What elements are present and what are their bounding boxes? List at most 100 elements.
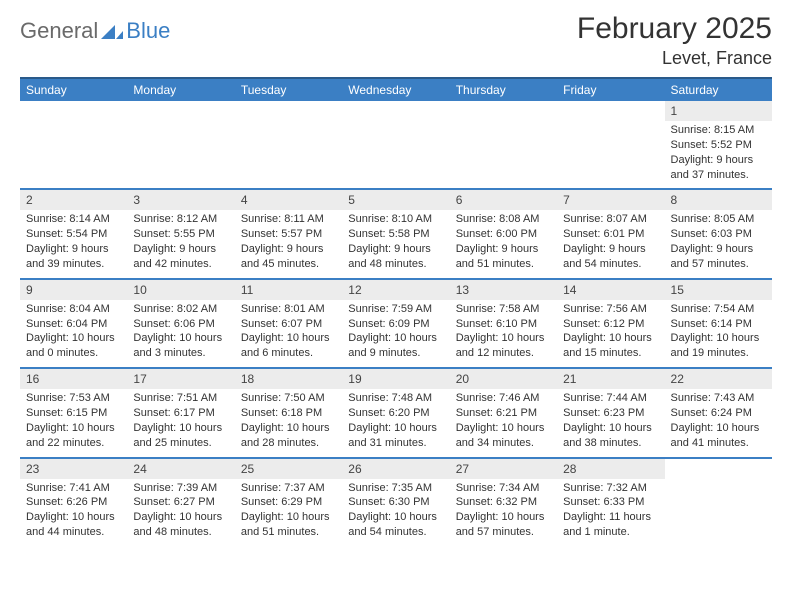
daylight-line1: Daylight: 10 hours <box>348 331 443 346</box>
day-content-cell: Sunrise: 7:51 AMSunset: 6:17 PMDaylight:… <box>127 389 234 457</box>
day-content-row: Sunrise: 7:41 AMSunset: 6:26 PM Daylight:… <box>20 479 772 546</box>
day-content-cell <box>235 121 342 189</box>
daylight-line2: and 44 minutes. <box>26 525 121 540</box>
sunrise-text: Sunrise: 8:11 AM <box>241 212 336 227</box>
day-content-cell: Sunrise: 8:14 AMSunset: 5:54 PMDaylight:… <box>20 210 127 278</box>
sunset-text: Sunset: 6:09 PM <box>348 317 443 332</box>
day-number-row: 232425262728 <box>20 459 772 479</box>
daylight-line1: Daylight: 9 hours <box>26 242 121 257</box>
day-number-cell: 1 <box>665 101 772 121</box>
daylight-line2: and 42 minutes. <box>133 257 228 272</box>
day-number-cell: 5 <box>342 190 449 210</box>
day-content-cell: Sunrise: 7:46 AMSunset: 6:21 PMDaylight:… <box>450 389 557 457</box>
daylight-line1: Daylight: 11 hours <box>563 510 658 525</box>
day-content-cell: Sunrise: 8:04 AMSunset: 6:04 PMDaylight:… <box>20 300 127 368</box>
sunset-text: Sunset: 6:14 PM <box>671 317 766 332</box>
sunset-text: Sunset: 6:33 PM <box>563 495 658 510</box>
title-block: February 2025 Levet, France <box>577 12 772 69</box>
daylight-line2: and 51 minutes. <box>241 525 336 540</box>
sunset-text: Sunset: 6:26 PM <box>26 495 121 510</box>
daylight-line2: and 41 minutes. <box>671 436 766 451</box>
daylight-line1: Daylight: 9 hours <box>241 242 336 257</box>
day-number-cell: 23 <box>20 459 127 479</box>
daylight-line1: Daylight: 10 hours <box>671 421 766 436</box>
day-content-cell <box>20 121 127 189</box>
daylight-line1: Daylight: 10 hours <box>133 510 228 525</box>
day-number-cell: 27 <box>450 459 557 479</box>
day-content-cell: Sunrise: 8:08 AMSunset: 6:00 PMDaylight:… <box>450 210 557 278</box>
day-content-row: Sunrise: 8:04 AMSunset: 6:04 PM Daylight:… <box>20 300 772 368</box>
day-number-cell: 17 <box>127 369 234 389</box>
daylight-line2: and 37 minutes. <box>671 168 766 183</box>
sunset-text: Sunset: 6:12 PM <box>563 317 658 332</box>
day-number-cell: 10 <box>127 280 234 300</box>
sunset-text: Sunset: 5:57 PM <box>241 227 336 242</box>
sunrise-text: Sunrise: 7:59 AM <box>348 302 443 317</box>
sunrise-text: Sunrise: 8:02 AM <box>133 302 228 317</box>
sunset-text: Sunset: 6:18 PM <box>241 406 336 421</box>
sunrise-text: Sunrise: 7:51 AM <box>133 391 228 406</box>
day-number-cell: 2 <box>20 190 127 210</box>
daylight-line1: Daylight: 10 hours <box>563 331 658 346</box>
daylight-line1: Daylight: 10 hours <box>241 421 336 436</box>
day-number-cell: 18 <box>235 369 342 389</box>
daylight-line1: Daylight: 10 hours <box>456 510 551 525</box>
sunrise-text: Sunrise: 7:43 AM <box>671 391 766 406</box>
day-content-row: Sunrise: 8:15 AMSunset: 5:52 PMDaylight:… <box>20 121 772 189</box>
day-content-cell: Sunrise: 7:44 AMSunset: 6:23 PMDaylight:… <box>557 389 664 457</box>
sunrise-text: Sunrise: 8:07 AM <box>563 212 658 227</box>
daylight-line2: and 57 minutes. <box>456 525 551 540</box>
day-content-row: Sunrise: 8:14 AMSunset: 5:54 PMDaylight:… <box>20 210 772 278</box>
header: General Blue February 2025 Levet, France <box>20 12 772 69</box>
day-number-row: 16171819202122 <box>20 369 772 389</box>
day-content-cell: Sunrise: 8:05 AMSunset: 6:03 PMDaylight:… <box>665 210 772 278</box>
day-number-cell <box>557 101 664 121</box>
sunrise-text: Sunrise: 8:12 AM <box>133 212 228 227</box>
daylight-line2: and 15 minutes. <box>563 346 658 361</box>
daylight-line2: and 48 minutes. <box>348 257 443 272</box>
sunrise-text: Sunrise: 8:04 AM <box>26 302 121 317</box>
day-content-cell: Sunrise: 8:11 AMSunset: 5:57 PMDaylight:… <box>235 210 342 278</box>
sunset-text: Sunset: 6:06 PM <box>133 317 228 332</box>
sunrise-text: Sunrise: 7:53 AM <box>26 391 121 406</box>
daylight-line2: and 22 minutes. <box>26 436 121 451</box>
sunset-text: Sunset: 6:10 PM <box>456 317 551 332</box>
daylight-line1: Daylight: 9 hours <box>671 242 766 257</box>
sunrise-text: Sunrise: 8:15 AM <box>671 123 766 138</box>
logo-text-general: General <box>20 18 98 44</box>
day-content-cell: Sunrise: 8:15 AMSunset: 5:52 PMDaylight:… <box>665 121 772 189</box>
day-content-cell: Sunrise: 7:35 AMSunset: 6:30 PMDaylight:… <box>342 479 449 546</box>
day-content-cell: Sunrise: 7:48 AMSunset: 6:20 PMDaylight:… <box>342 389 449 457</box>
daylight-line1: Daylight: 10 hours <box>133 421 228 436</box>
sunset-text: Sunset: 5:54 PM <box>26 227 121 242</box>
daylight-line2: and 0 minutes. <box>26 346 121 361</box>
day-number-cell: 4 <box>235 190 342 210</box>
sunset-text: Sunset: 6:29 PM <box>241 495 336 510</box>
month-title: February 2025 <box>577 12 772 46</box>
sunset-text: Sunset: 6:04 PM <box>26 317 121 332</box>
day-number-row: 1 <box>20 101 772 121</box>
sunset-text: Sunset: 6:23 PM <box>563 406 658 421</box>
sunset-text: Sunset: 6:17 PM <box>133 406 228 421</box>
day-content-cell: Sunrise: 7:43 AMSunset: 6:24 PMDaylight:… <box>665 389 772 457</box>
sunset-text: Sunset: 6:01 PM <box>563 227 658 242</box>
daylight-line1: Daylight: 10 hours <box>456 421 551 436</box>
day-number-cell: 26 <box>342 459 449 479</box>
sunrise-text: Sunrise: 8:10 AM <box>348 212 443 227</box>
day-number-cell: 14 <box>557 280 664 300</box>
day-header: Sunday <box>20 78 127 101</box>
sunset-text: Sunset: 6:27 PM <box>133 495 228 510</box>
day-content-cell: Sunrise: 7:41 AMSunset: 6:26 PMDaylight:… <box>20 479 127 546</box>
day-number-cell: 12 <box>342 280 449 300</box>
day-number-cell <box>235 101 342 121</box>
sunrise-text: Sunrise: 7:41 AM <box>26 481 121 496</box>
day-content-cell: Sunrise: 7:39 AMSunset: 6:27 PMDaylight:… <box>127 479 234 546</box>
day-header: Monday <box>127 78 234 101</box>
day-number-cell: 28 <box>557 459 664 479</box>
sunset-text: Sunset: 6:20 PM <box>348 406 443 421</box>
sunrise-text: Sunrise: 8:08 AM <box>456 212 551 227</box>
day-number-cell: 8 <box>665 190 772 210</box>
day-header: Friday <box>557 78 664 101</box>
day-number-cell: 16 <box>20 369 127 389</box>
sunrise-text: Sunrise: 7:58 AM <box>456 302 551 317</box>
